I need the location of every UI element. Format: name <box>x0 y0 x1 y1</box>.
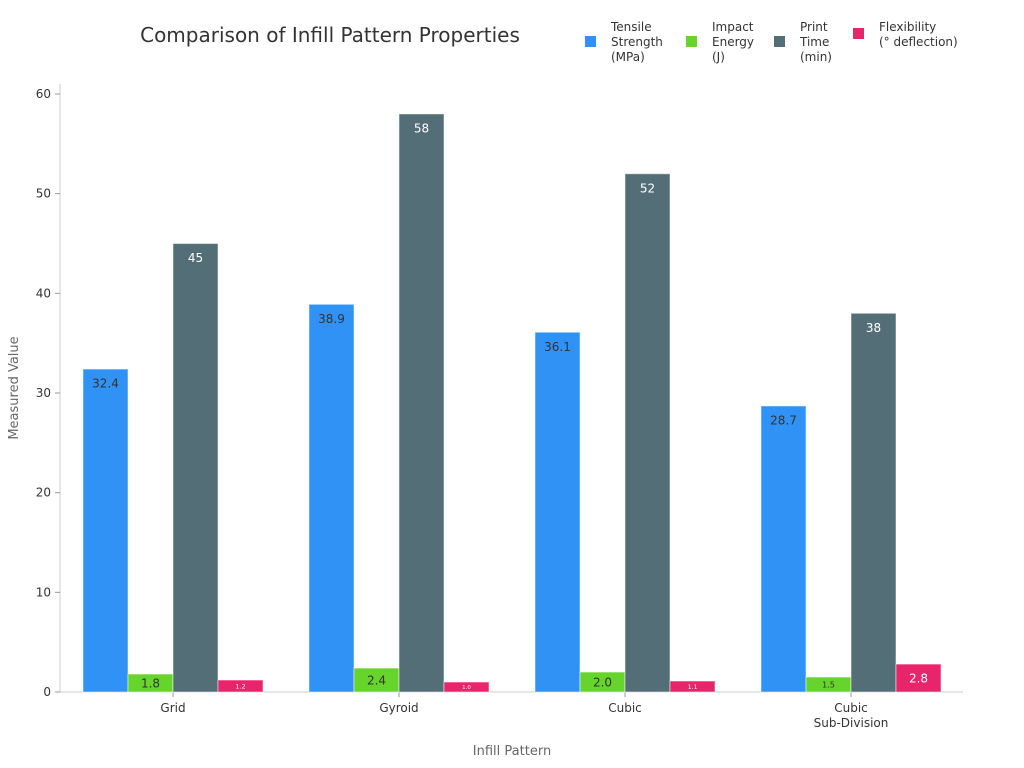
data-label: 38.9 <box>318 312 345 326</box>
data-label: 52 <box>640 181 655 195</box>
legend-label: Energy <box>712 35 754 49</box>
data-label: 38 <box>866 321 881 335</box>
bar <box>82 368 129 693</box>
data-label: 1.2 <box>235 683 245 691</box>
y-tick-label: 60 <box>36 87 51 101</box>
data-label: 1.0 <box>462 685 471 691</box>
y-tick-label: 30 <box>36 386 51 400</box>
data-label: 32.4 <box>92 377 119 391</box>
legend-swatch <box>585 36 596 47</box>
bar <box>443 681 490 693</box>
data-label: 2.4 <box>367 674 386 688</box>
y-tick-label: 0 <box>43 685 51 699</box>
y-tick-label: 50 <box>36 187 51 201</box>
x-tick-label: Grid <box>160 701 185 715</box>
bar <box>895 663 942 693</box>
y-tick-label: 10 <box>36 585 51 599</box>
legend-label: Tensile <box>610 20 652 34</box>
legend-label: Flexibility <box>879 20 936 34</box>
data-label: 36.1 <box>544 340 571 354</box>
legend-label: (min) <box>800 50 832 64</box>
legend-label: Time <box>799 35 829 49</box>
legend-swatch <box>774 36 785 47</box>
data-label: 2.0 <box>593 676 612 690</box>
bar <box>669 680 716 693</box>
bar <box>850 312 897 693</box>
chart-title: Comparison of Infill Pattern Properties <box>140 23 520 47</box>
bar <box>172 243 219 693</box>
bar <box>217 679 264 693</box>
bar <box>534 331 581 693</box>
legend-swatch <box>686 36 697 47</box>
data-label: 45 <box>188 251 203 265</box>
legend-swatch <box>853 28 864 39</box>
bar <box>308 303 355 693</box>
x-tick-label: Cubic <box>608 701 642 715</box>
y-tick-label: 40 <box>36 286 51 300</box>
data-label: 58 <box>414 121 429 135</box>
data-label: 1.1 <box>688 684 698 691</box>
legend-label: (° deflection) <box>879 35 958 49</box>
y-tick-label: 20 <box>36 486 51 500</box>
data-label: 2.8 <box>909 672 928 686</box>
legend-label: Strength <box>611 35 663 49</box>
bar <box>624 173 671 693</box>
legend-label: (MPa) <box>611 50 645 64</box>
x-tick-label: Cubic <box>834 701 868 715</box>
x-axis-label: Infill Pattern <box>473 744 551 759</box>
y-axis-label: Measured Value <box>7 336 22 439</box>
legend-label: (J) <box>712 50 725 64</box>
data-label: 1.8 <box>141 677 160 691</box>
x-tick-label: Gyroid <box>379 701 418 715</box>
data-label: 28.7 <box>770 414 797 428</box>
bar <box>398 113 445 693</box>
bar <box>760 405 807 693</box>
legend-label: Print <box>800 20 828 34</box>
data-label: 1.5 <box>822 680 835 690</box>
x-tick-label: Sub-Division <box>814 716 889 730</box>
legend-label: Impact <box>712 20 754 34</box>
